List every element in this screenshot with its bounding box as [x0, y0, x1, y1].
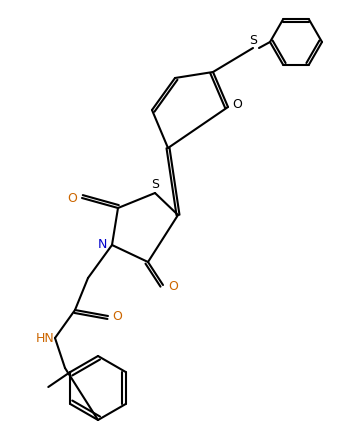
Text: S: S	[151, 178, 159, 191]
Text: HN: HN	[36, 332, 54, 345]
Text: S: S	[249, 33, 257, 46]
Text: N: N	[97, 239, 107, 252]
Text: O: O	[232, 98, 242, 112]
Text: O: O	[112, 310, 122, 323]
Text: O: O	[168, 281, 178, 294]
Text: O: O	[67, 191, 77, 204]
